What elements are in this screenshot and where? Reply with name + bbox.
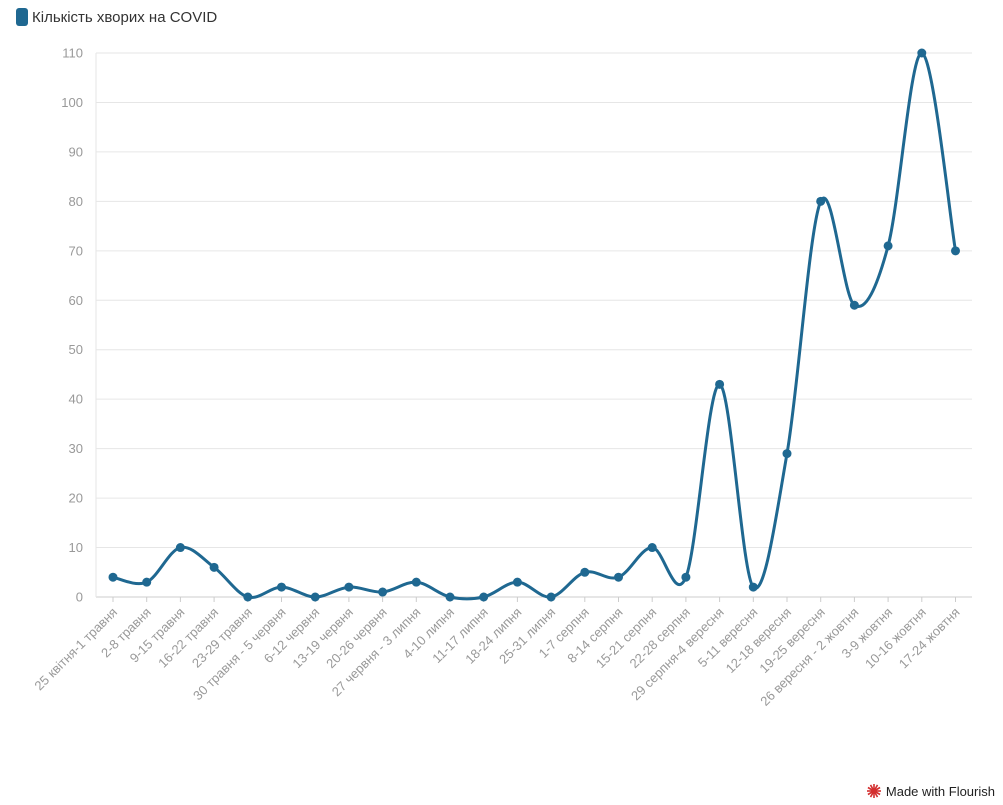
data-point[interactable] [580,567,590,577]
data-point[interactable] [512,577,522,587]
y-tick-label: 40 [69,392,83,407]
data-point[interactable] [647,543,657,553]
data-point[interactable] [310,592,320,602]
data-point[interactable] [344,582,354,592]
y-tick-label: 70 [69,243,83,258]
data-point[interactable] [951,246,960,256]
data-point[interactable] [816,196,826,206]
legend[interactable]: Кількість хворих на COVID [16,8,217,26]
data-point[interactable] [378,587,388,597]
y-tick-label: 80 [69,194,83,209]
data-point[interactable] [917,48,927,58]
data-point[interactable] [108,572,118,582]
data-point[interactable] [175,543,185,553]
data-point[interactable] [445,592,455,602]
y-tick-label: 50 [69,342,83,357]
data-point[interactable] [142,577,152,587]
data-points [108,48,960,602]
y-tick-label: 30 [69,441,83,456]
data-point[interactable] [546,592,556,602]
y-tick-label: 60 [69,293,83,308]
data-point[interactable] [479,592,489,602]
data-point[interactable] [411,577,421,587]
y-tick-label: 110 [62,46,83,61]
data-point[interactable] [748,582,758,592]
y-tick-label: 10 [69,540,83,555]
flourish-logo-icon [866,784,881,798]
made-with-flourish-link[interactable]: Made with Flourish [866,783,995,799]
series-line [112,51,957,601]
data-point[interactable] [681,572,691,582]
data-point[interactable] [209,562,219,572]
y-axis: 0 10 20 30 40 50 60 70 80 90 100 110 [61,46,83,605]
y-tick-label: 100 [61,95,83,110]
data-point[interactable] [243,592,253,602]
footer-label: Made with Flourish [885,783,995,799]
legend-swatch [16,8,28,26]
data-point[interactable] [614,572,623,582]
data-point[interactable] [883,241,893,251]
data-point[interactable] [849,300,859,310]
data-point[interactable] [782,449,792,459]
data-point[interactable] [277,582,286,592]
legend-label: Кількість хворих на COVID [32,8,218,26]
y-tick-label: 0 [76,590,83,605]
y-tick-label: 90 [69,144,83,159]
data-point[interactable] [715,379,725,389]
grid-lines [95,52,972,598]
y-tick-label: 20 [69,491,83,506]
